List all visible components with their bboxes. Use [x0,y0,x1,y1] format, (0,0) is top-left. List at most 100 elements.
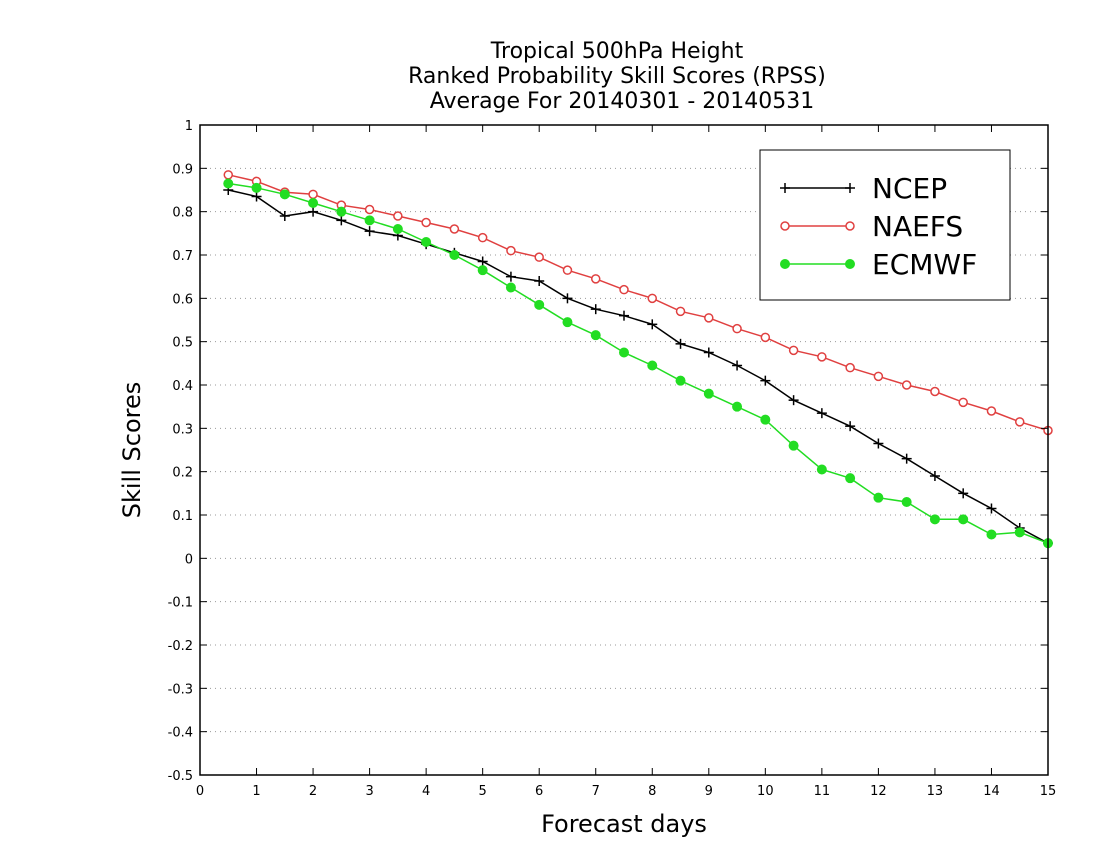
point-ecmwf [449,250,460,260]
y-tick-label: 0.5 [172,336,193,351]
legend-marker-left-ecmwf [780,259,790,269]
point-ncep [816,408,827,419]
y-tick-label: 0.1 [172,509,193,524]
point-naefs [901,380,912,390]
point-ecmwf [901,497,912,507]
x-tick-label: 13 [927,784,944,799]
point-ncep [760,375,771,386]
point-ecmwf [392,224,403,234]
x-tick-label: 1 [252,784,260,799]
y-tick-label: 0.6 [172,292,193,307]
y-tick-label: -0.5 [168,769,193,784]
axes: -0.5 -0.4 -0.3 -0.2 -0.1 0 0.1 0.2 0.3 0.4 0.5 0.6 0… [168,119,1057,799]
point-ecmwf [590,330,601,341]
point-ncep [732,360,743,371]
point-ecmwf [788,440,799,451]
x-tick-label: 3 [365,784,373,799]
x-tick-label: 5 [479,784,487,799]
chart-title-line-1: Tropical 500hPa Height [490,39,744,64]
point-naefs [873,371,884,382]
y-tick-label: -0.3 [168,682,193,697]
y-tick-label: 0.2 [172,466,193,481]
point-ncep [958,488,969,499]
point-ecmwf [223,178,234,189]
series-line-naefs [228,174,1049,432]
x-tick-label: 7 [592,784,600,799]
point-ncep [279,211,290,221]
x-tick-label: 4 [422,784,430,799]
x-tick-label: 8 [648,784,656,799]
chart-title: Tropical 500hPa Height Ranked Probabilit… [408,39,826,114]
x-tick-label: 6 [535,784,543,799]
point-ecmwf [703,388,714,399]
point-ncep [675,338,686,349]
y-tick-label: -0.4 [168,726,193,741]
series-ecmwf [223,178,1053,549]
point-ecmwf [251,182,262,193]
x-tick-label: 0 [196,784,204,799]
chart-title-line-3: Average For 20140301 - 20140531 [430,89,815,114]
point-ncep [505,271,516,282]
point-naefs [732,323,742,334]
point-naefs [223,170,234,180]
point-ecmwf [279,189,290,200]
y-axis-label: Skill Scores [118,382,146,519]
point-ncep [336,215,347,226]
point-ecmwf [534,299,545,310]
point-ecmwf [364,215,375,226]
x-tick-label: 9 [705,784,713,799]
y-tick-label: 0.9 [172,162,193,177]
point-naefs [534,252,544,262]
y-tick-label: -0.2 [168,639,193,654]
point-naefs [930,386,940,397]
y-tick-label: 0.4 [172,379,193,394]
point-ecmwf [477,265,488,276]
series-group [223,170,1053,549]
point-ecmwf [1014,527,1025,538]
point-ncep [901,453,912,464]
point-ecmwf [929,514,940,525]
point-ncep [308,206,319,217]
point-ncep [929,471,940,481]
point-ecmwf [986,529,997,540]
point-naefs [364,204,375,215]
y-tick-label: 0 [185,552,193,567]
y-tick-label: 0.3 [172,422,193,437]
point-ecmwf [760,414,771,425]
x-tick-label: 11 [814,784,831,799]
legend-item-naefs: NAEFS [780,210,963,243]
point-naefs [590,274,601,284]
point-ecmwf [421,237,432,247]
y-tick-label: -0.1 [168,596,193,611]
point-ncep [364,226,375,237]
point-naefs [619,284,629,295]
series-line-ncep [228,189,1049,544]
point-ncep [251,191,262,202]
point-naefs [393,211,403,221]
point-ecmwf [675,375,686,386]
point-naefs [845,362,855,373]
x-axis-label: Forecast days [541,810,707,838]
legend-label-ncep: NCEP [872,172,947,205]
point-naefs [449,224,460,234]
point-naefs [647,293,658,304]
point-ecmwf [562,317,573,328]
point-ncep [590,304,601,315]
legend-marker-right-naefs [845,221,855,231]
point-naefs [308,189,318,200]
point-ecmwf [845,473,856,484]
point-naefs [817,352,827,362]
legend-marker-right-ncep [845,183,855,193]
point-ecmwf [505,282,516,293]
point-ncep [788,395,799,406]
x-tick-label: 10 [757,784,774,799]
legend-box [759,149,1011,301]
point-ncep [845,421,856,432]
point-ecmwf [958,514,969,525]
point-ncep [562,293,573,304]
legend-marker-left-ncep [780,183,790,193]
legend-label-ecmwf: ECMWF [872,248,977,281]
point-naefs [477,232,488,243]
point-ecmwf [619,347,629,358]
